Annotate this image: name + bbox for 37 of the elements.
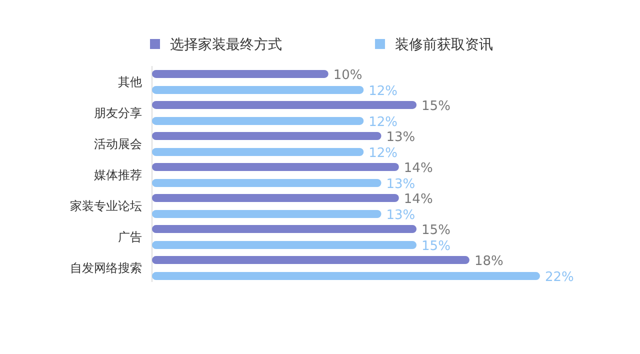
y-tick-label: 活动展会: [94, 136, 142, 151]
bar: [152, 148, 364, 156]
y-tick-label: 广告: [118, 230, 142, 244]
data-label: 15%: [422, 223, 450, 238]
data-label: 12%: [368, 84, 398, 99]
bar: [152, 116, 364, 125]
data-label: 18%: [474, 254, 504, 270]
bar: [152, 163, 399, 171]
bar: [152, 272, 540, 280]
data-label: 13%: [386, 177, 416, 192]
bar: [152, 86, 364, 94]
bar: [152, 241, 417, 250]
y-tick-label: 自发网络搜索: [70, 261, 142, 276]
data-label: 12%: [368, 114, 398, 130]
bar: [152, 132, 382, 140]
data-label: 13%: [386, 130, 416, 145]
data-label: 12%: [368, 146, 398, 161]
bar: [152, 100, 417, 109]
y-tick-label: 家装专业论坛: [70, 199, 142, 214]
bar: [152, 225, 417, 234]
bar: [152, 256, 470, 264]
data-label: 22%: [545, 270, 574, 286]
data-label: 14%: [404, 192, 433, 208]
data-label: 15%: [422, 98, 450, 114]
y-tick-label: 媒体推荐: [94, 168, 142, 182]
y-tick-label: 其他: [118, 74, 142, 89]
data-label: 10%: [333, 68, 362, 83]
y-tick-label: 朋友分享: [94, 106, 142, 120]
legend-label: 装修前获取资讯: [395, 37, 493, 53]
data-label: 14%: [404, 161, 433, 176]
bar: [152, 210, 382, 218]
legend-label: 选择家装最终方式: [170, 37, 282, 53]
data-label: 15%: [422, 239, 450, 254]
data-label: 13%: [386, 208, 416, 224]
bar: [152, 194, 399, 202]
bar: [152, 179, 382, 187]
bar: [152, 70, 328, 78]
